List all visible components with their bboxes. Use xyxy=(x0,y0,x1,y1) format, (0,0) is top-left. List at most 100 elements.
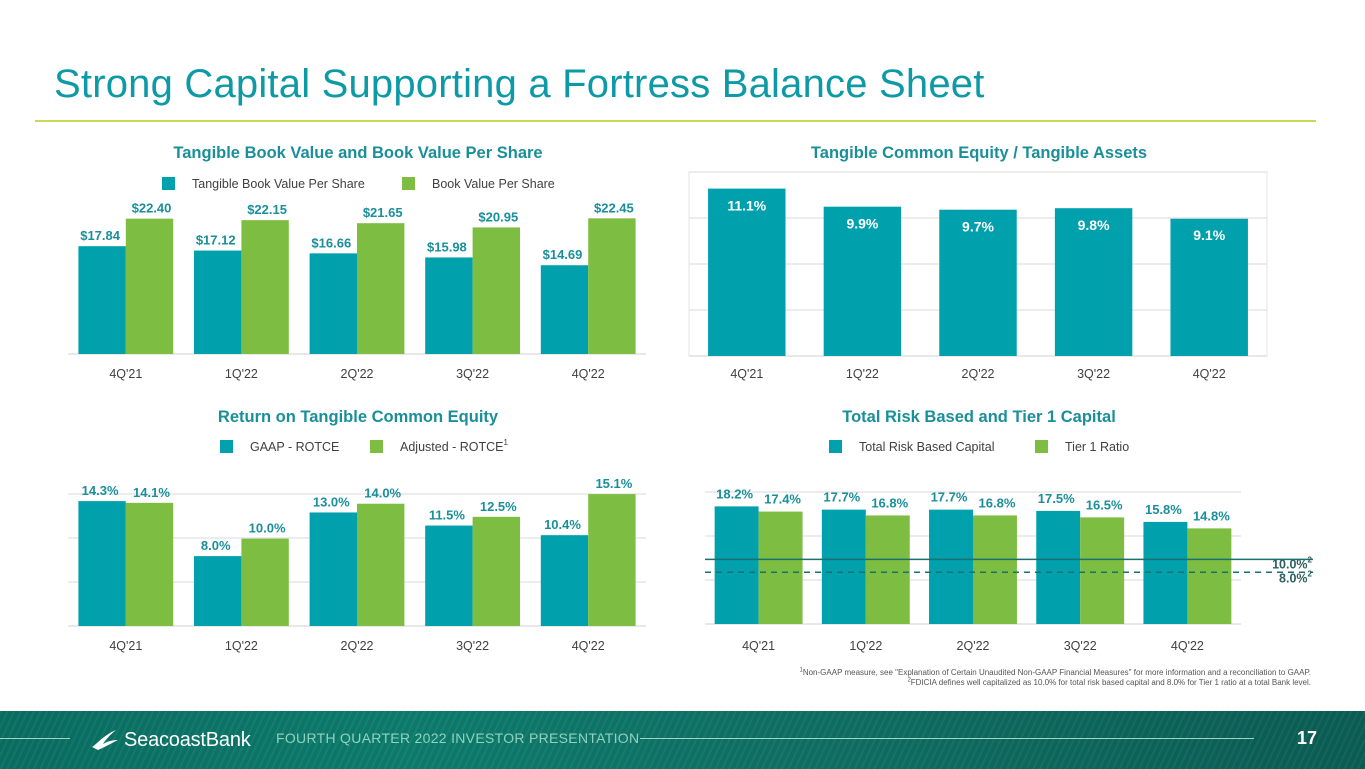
data-label: 9.7% xyxy=(962,219,994,235)
bar-rotce-green-1Q'22 xyxy=(241,538,289,626)
bar-rotce-green-3Q'22 xyxy=(472,516,520,626)
bar-rotce-green-4Q'22 xyxy=(588,494,636,626)
page-number: 17 xyxy=(1296,728,1317,748)
data-label: 12.5% xyxy=(480,499,517,514)
chart-tce-ta: 11.1% 9.9% 9.7% 9.8% 9.1% 4Q'21 1Q'22 2Q'22 3Q'2… xyxy=(688,171,1268,381)
bar-capital-teal-2Q'22 xyxy=(929,509,973,624)
bar-tbv-teal-4Q'21 xyxy=(78,246,126,354)
data-label: 10.4% xyxy=(544,517,581,532)
x-tick-label: 4Q'21 xyxy=(742,639,775,653)
data-label: 14.1% xyxy=(133,485,170,500)
data-label: 17.7% xyxy=(931,490,968,505)
x-tick-label: 3Q'22 xyxy=(1064,639,1097,653)
legend-item-teal: Total Risk Based Capital xyxy=(829,440,994,454)
legend-label: Tangible Book Value Per Share xyxy=(192,177,365,191)
data-label: 15.8% xyxy=(1145,502,1182,517)
bar-capital-teal-4Q'21 xyxy=(714,506,759,624)
legend-label: Book Value Per Share xyxy=(432,177,555,191)
bar-tbv-green-3Q'22 xyxy=(472,227,520,354)
footnote-2: 2FDICIA defines well capitalized as 10.0… xyxy=(907,677,1311,687)
x-tick-label: 2Q'22 xyxy=(957,639,990,653)
data-label: $22.45 xyxy=(594,200,634,215)
bar-capital-teal-1Q'22 xyxy=(821,509,866,624)
x-tick-label: 4Q'22 xyxy=(1193,367,1226,381)
x-tick-label: 2Q'22 xyxy=(962,367,995,381)
bar-tbv-green-1Q'22 xyxy=(241,220,289,354)
legend-swatch xyxy=(370,440,383,453)
x-tick-label: 4Q'22 xyxy=(1171,639,1204,653)
bar-tce-teal-4Q'22 xyxy=(1170,218,1248,356)
legend-label: Adjusted - ROTCE1 xyxy=(400,438,509,454)
data-label: $17.84 xyxy=(80,228,121,243)
data-label: 14.8% xyxy=(1193,508,1230,523)
data-label: 13.0% xyxy=(313,494,350,509)
legend-swatch xyxy=(220,440,233,453)
data-label: $14.69 xyxy=(543,247,583,262)
x-tick-label: 4Q'21 xyxy=(730,367,763,381)
x-tick-label: 4Q'22 xyxy=(572,367,605,381)
legend-label: GAAP - ROTCE xyxy=(250,440,339,454)
x-tick-label: 2Q'22 xyxy=(341,367,374,381)
chart-tangible-book-value: $17.84 $17.12 $16.66 $15.98 $14.69 $22.40 $22.… xyxy=(68,177,646,381)
data-label: 14.3% xyxy=(82,483,119,498)
footer-band: SeacoastBank FOURTH QUARTER 2022 INVESTO… xyxy=(0,711,1365,769)
data-label: 14.0% xyxy=(364,486,401,501)
logo-wordmark: SeacoastBank xyxy=(124,728,251,751)
x-tick-label: 4Q'22 xyxy=(572,639,605,653)
legend-item-green: Tier 1 Ratio xyxy=(1035,440,1129,454)
data-label: $20.95 xyxy=(478,209,518,224)
bar-rotce-teal-4Q'22 xyxy=(540,535,589,626)
legend-label: Total Risk Based Capital xyxy=(859,440,994,454)
bar-tce-teal-3Q'22 xyxy=(1054,208,1133,356)
threshold-label: 8.0%2 xyxy=(1279,569,1313,585)
legend-item-green: Book Value Per Share xyxy=(402,177,555,191)
data-label: 16.8% xyxy=(979,495,1016,510)
data-label: 10.0% xyxy=(249,521,286,536)
data-label: $21.65 xyxy=(363,205,403,220)
legend-item-teal: Tangible Book Value Per Share xyxy=(162,177,365,191)
x-tick-label: 1Q'22 xyxy=(849,639,882,653)
x-tick-label: 4Q'21 xyxy=(109,639,142,653)
legend-swatch xyxy=(829,440,842,453)
bar-capital-green-2Q'22 xyxy=(973,515,1017,624)
data-label: 17.5% xyxy=(1038,491,1075,506)
chart-title-rotce: Return on Tangible Common Equity xyxy=(217,408,499,426)
data-label: 9.8% xyxy=(1078,217,1110,233)
chart-title-tbv: Tangible Book Value and Book Value Per S… xyxy=(173,144,543,162)
data-label: $17.12 xyxy=(196,233,236,248)
legend-swatch xyxy=(162,177,175,190)
x-tick-label: 3Q'22 xyxy=(456,367,489,381)
bar-capital-green-1Q'22 xyxy=(865,515,910,624)
bar-tce-teal-4Q'21 xyxy=(708,188,786,356)
bar-tbv-teal-1Q'22 xyxy=(194,250,242,354)
data-label: $15.98 xyxy=(427,239,467,254)
chart-rotce: 14.3% 8.0% 13.0% 11.5% 10.4% 14.1% 10.0% 14.0% 1… xyxy=(68,438,646,653)
bar-capital-teal-3Q'22 xyxy=(1036,510,1081,624)
bar-capital-green-3Q'22 xyxy=(1080,517,1125,624)
legend-swatch xyxy=(1035,440,1048,453)
data-label: 16.5% xyxy=(1086,497,1123,512)
chart-title-tce: Tangible Common Equity / Tangible Assets xyxy=(810,144,1148,162)
footnote-1: 1Non-GAAP measure, see "Explanation of C… xyxy=(799,667,1311,677)
data-label: $22.40 xyxy=(132,201,172,216)
footer-rule-left xyxy=(0,738,70,739)
bar-rotce-teal-2Q'22 xyxy=(309,512,357,626)
chart-capital-ratios: 18.2% 17.7% 17.7% 17.5% 15.8% 17.4% 16.8% 16.8%… xyxy=(705,440,1313,653)
data-label: 11.1% xyxy=(727,198,766,214)
legend-label: Tier 1 Ratio xyxy=(1065,440,1129,454)
x-tick-label: 2Q'22 xyxy=(341,639,374,653)
x-tick-label: 3Q'22 xyxy=(1077,367,1110,381)
footnotes: 1Non-GAAP measure, see "Explanation of C… xyxy=(671,667,1311,688)
bar-capital-green-4Q'22 xyxy=(1187,528,1232,624)
data-label: 17.7% xyxy=(823,490,860,505)
legend-item-green: Adjusted - ROTCE1 xyxy=(370,438,509,454)
x-tick-label: 4Q'21 xyxy=(109,367,142,381)
bar-tbv-green-2Q'22 xyxy=(357,223,405,354)
data-label: 16.8% xyxy=(871,495,908,510)
data-label: 9.1% xyxy=(1193,227,1225,243)
bar-tbv-green-4Q'21 xyxy=(125,218,174,354)
x-tick-label: 3Q'22 xyxy=(456,639,489,653)
bar-tbv-teal-2Q'22 xyxy=(309,253,357,354)
bar-tbv-teal-3Q'22 xyxy=(425,257,473,354)
bar-capital-green-4Q'21 xyxy=(758,511,803,624)
